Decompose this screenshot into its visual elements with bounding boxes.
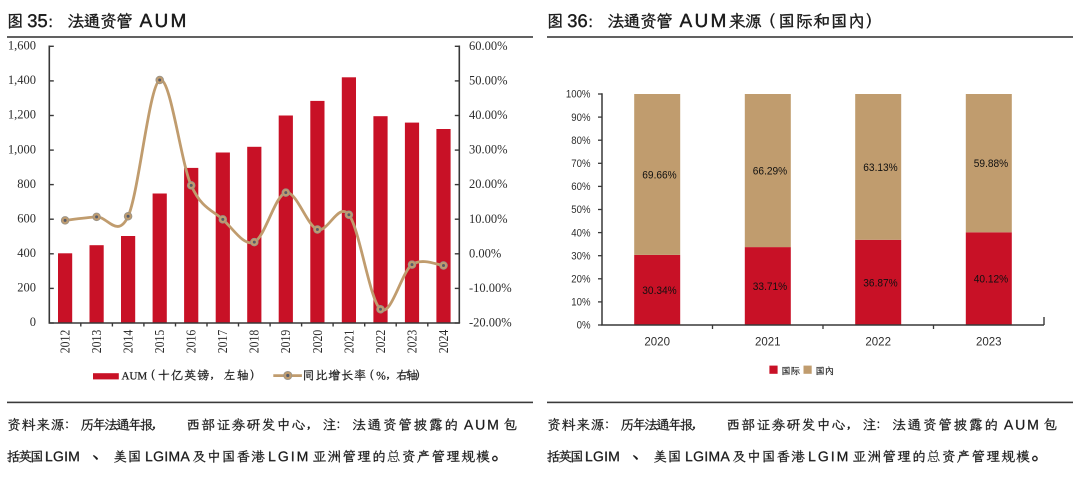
svg-text:2019: 2019	[279, 330, 294, 354]
svg-text:20%: 20%	[571, 274, 591, 286]
svg-text:66.29%: 66.29%	[753, 166, 788, 178]
svg-text:1,400: 1,400	[8, 73, 36, 87]
svg-text:200: 200	[17, 281, 36, 295]
svg-text:0.00%: 0.00%	[469, 246, 501, 260]
svg-text:0%: 0%	[577, 320, 591, 332]
svg-text:50.00%: 50.00%	[469, 74, 508, 88]
svg-text:600: 600	[17, 211, 36, 225]
svg-text:2012: 2012	[59, 330, 74, 354]
svg-text:36.87%: 36.87%	[863, 277, 898, 289]
svg-text:-10.00%: -10.00%	[469, 281, 512, 295]
svg-text:2013: 2013	[90, 330, 105, 354]
svg-text:1,000: 1,000	[8, 142, 36, 156]
svg-text:10%: 10%	[571, 297, 591, 309]
svg-text:30.34%: 30.34%	[642, 285, 677, 297]
svg-text:20.00%: 20.00%	[469, 177, 508, 191]
svg-text:60%: 60%	[571, 181, 591, 193]
svg-text:2016: 2016	[185, 330, 200, 354]
svg-text:2015: 2015	[153, 330, 168, 354]
svg-text:2020: 2020	[644, 337, 670, 349]
svg-text:2021: 2021	[755, 337, 781, 349]
svg-text:2024: 2024	[437, 330, 452, 354]
svg-text:30%: 30%	[571, 250, 591, 262]
svg-text:90%: 90%	[571, 112, 591, 124]
svg-text:80%: 80%	[571, 135, 591, 147]
svg-text:400: 400	[17, 246, 36, 260]
svg-text:1,600: 1,600	[8, 39, 36, 53]
svg-text:33.71%: 33.71%	[753, 281, 788, 293]
svg-text:63.13%: 63.13%	[863, 162, 898, 174]
svg-text:2022: 2022	[865, 337, 891, 349]
svg-text:-20.00%: -20.00%	[469, 316, 512, 330]
svg-text:800: 800	[17, 177, 36, 191]
svg-text:70%: 70%	[571, 158, 591, 170]
svg-text:1,200: 1,200	[8, 108, 36, 122]
svg-text:40.00%: 40.00%	[469, 108, 508, 122]
svg-text:2023: 2023	[405, 330, 420, 354]
svg-text:60.00%: 60.00%	[469, 39, 508, 53]
svg-text:2014: 2014	[122, 330, 137, 354]
svg-text:2022: 2022	[374, 330, 389, 354]
svg-text:2018: 2018	[248, 330, 263, 354]
svg-text:59.88%: 59.88%	[974, 158, 1009, 170]
svg-text:30.00%: 30.00%	[469, 143, 508, 157]
svg-text:50%: 50%	[571, 204, 591, 216]
svg-text:69.66%: 69.66%	[642, 169, 677, 181]
svg-text:40.12%: 40.12%	[974, 274, 1009, 286]
svg-text:40%: 40%	[571, 227, 591, 239]
svg-text:2020: 2020	[311, 330, 326, 354]
svg-text:2017: 2017	[216, 330, 231, 354]
svg-text:0: 0	[30, 315, 36, 329]
svg-text:2023: 2023	[976, 337, 1002, 349]
svg-text:100%: 100%	[566, 89, 591, 101]
svg-text:10.00%: 10.00%	[469, 212, 508, 226]
svg-text:2021: 2021	[342, 330, 357, 354]
